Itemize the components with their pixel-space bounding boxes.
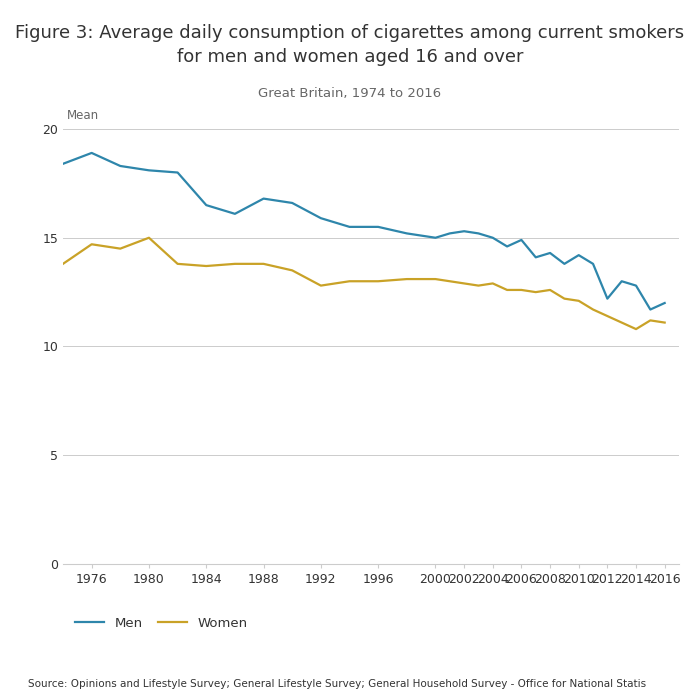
Women bbox=[316, 282, 325, 290]
Men bbox=[646, 305, 654, 313]
Men bbox=[661, 299, 669, 307]
Women bbox=[231, 260, 239, 268]
Men bbox=[402, 229, 411, 237]
Women bbox=[503, 286, 511, 294]
Men bbox=[517, 236, 526, 244]
Women bbox=[374, 277, 382, 285]
Women bbox=[174, 260, 182, 268]
Women bbox=[260, 260, 268, 268]
Men bbox=[632, 282, 640, 290]
Women bbox=[431, 275, 440, 283]
Men bbox=[345, 223, 354, 231]
Women bbox=[661, 318, 669, 327]
Women bbox=[202, 262, 211, 270]
Men bbox=[489, 234, 497, 242]
Men bbox=[589, 260, 597, 268]
Men bbox=[288, 199, 296, 207]
Men bbox=[260, 194, 268, 203]
Men bbox=[116, 162, 125, 170]
Men bbox=[560, 260, 568, 268]
Women bbox=[489, 280, 497, 288]
Men bbox=[546, 249, 554, 257]
Text: Great Britain, 1974 to 2016: Great Britain, 1974 to 2016 bbox=[258, 86, 442, 100]
Women bbox=[575, 297, 583, 305]
Men bbox=[59, 160, 67, 168]
Women bbox=[546, 286, 554, 294]
Women bbox=[531, 288, 540, 296]
Men bbox=[316, 214, 325, 222]
Men bbox=[88, 149, 96, 157]
Text: Source: Opinions and Lifestyle Survey; General Lifestyle Survey; General Househo: Source: Opinions and Lifestyle Survey; G… bbox=[28, 679, 646, 689]
Line: Women: Women bbox=[63, 238, 665, 329]
Men bbox=[145, 166, 153, 174]
Men bbox=[446, 229, 454, 237]
Text: Figure 3: Average daily consumption of cigarettes among current smokers
for men : Figure 3: Average daily consumption of c… bbox=[15, 24, 685, 66]
Women bbox=[460, 280, 468, 288]
Men bbox=[431, 234, 440, 242]
Men bbox=[575, 251, 583, 260]
Women bbox=[603, 312, 612, 320]
Men bbox=[174, 168, 182, 176]
Women bbox=[589, 305, 597, 313]
Men bbox=[202, 201, 211, 209]
Women bbox=[88, 240, 96, 248]
Legend: Men, Women: Men, Women bbox=[69, 612, 253, 635]
Women bbox=[288, 266, 296, 275]
Men bbox=[231, 210, 239, 218]
Women bbox=[145, 234, 153, 242]
Women bbox=[116, 244, 125, 253]
Women bbox=[446, 277, 454, 285]
Men bbox=[474, 229, 482, 237]
Men bbox=[374, 223, 382, 231]
Women bbox=[402, 275, 411, 283]
Women bbox=[632, 325, 640, 334]
Men bbox=[617, 277, 626, 285]
Men bbox=[603, 295, 612, 303]
Women bbox=[517, 286, 526, 294]
Text: Mean: Mean bbox=[67, 109, 99, 122]
Men bbox=[503, 242, 511, 251]
Women bbox=[617, 318, 626, 327]
Women bbox=[646, 316, 654, 325]
Women bbox=[345, 277, 354, 285]
Men bbox=[460, 227, 468, 235]
Women bbox=[560, 295, 568, 303]
Men bbox=[531, 253, 540, 262]
Women bbox=[59, 260, 67, 268]
Line: Men: Men bbox=[63, 153, 665, 309]
Women bbox=[474, 282, 482, 290]
